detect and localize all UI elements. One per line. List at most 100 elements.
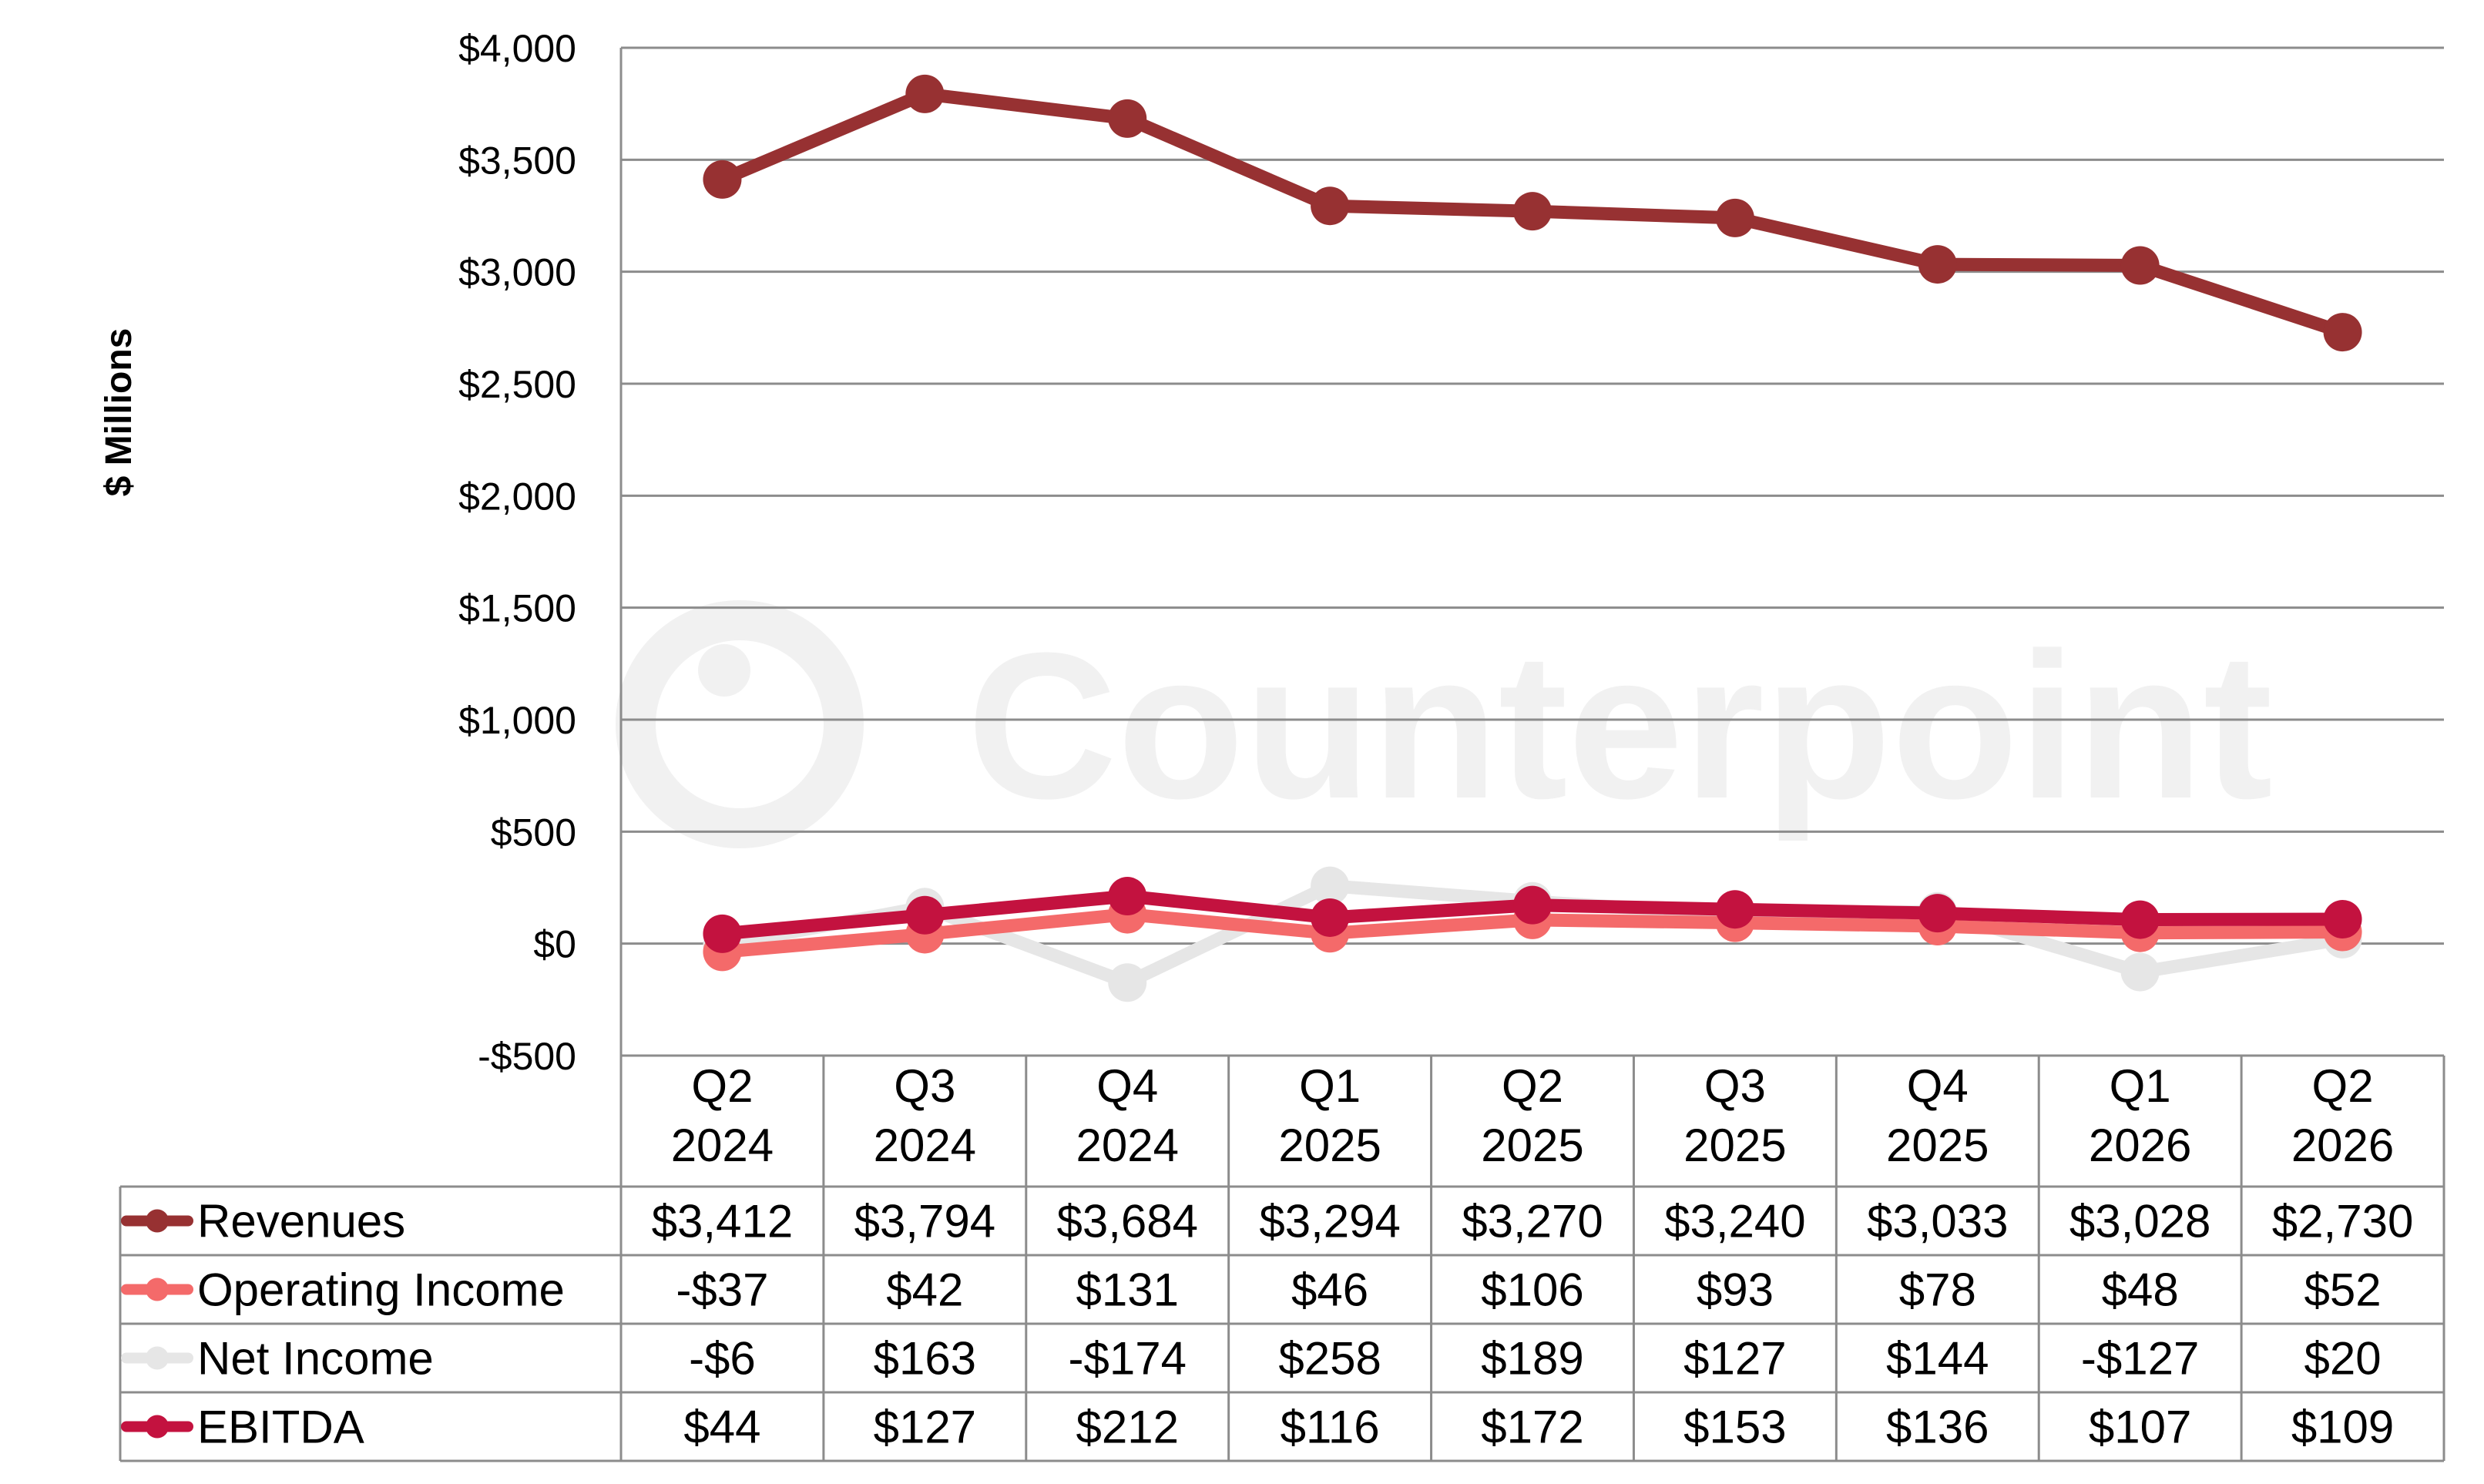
table-cell-value: $163 [874,1333,976,1385]
x-tick-label-quarter: Q1 [1299,1060,1361,1112]
table-cell-value: $212 [1076,1402,1178,1453]
y-tick-label: -$500 [478,1035,576,1078]
legend-label: Net Income [197,1333,434,1385]
y-axis: -$500 $0 $500 $1,000 $1,500 $2,000 $2,500 $3,00… [458,27,576,1078]
y-tick-label: $0 [533,923,576,966]
x-tick-label-quarter: Q1 [2110,1060,2171,1112]
x-tick-label-year: 2026 [2089,1120,2191,1171]
y-tick-label: $1,500 [458,587,576,630]
table-cell-value: $3,240 [1664,1196,1806,1247]
watermark-logo-ring [616,600,864,848]
table-cell-value: $3,033 [1867,1196,2009,1247]
table-cell-value: $44 [683,1402,760,1453]
table-cell-value: $144 [1886,1333,1989,1385]
table-cell-value: $3,294 [1259,1196,1401,1247]
legend-label: Operating Income [197,1264,565,1316]
table-cell-value: -$174 [1068,1333,1186,1385]
x-tick-label-quarter: Q2 [1502,1060,1563,1112]
y-tick-label: $2,500 [458,363,576,406]
data-point [1918,245,1957,284]
x-tick-label-year: 2024 [671,1120,774,1171]
data-point [2323,313,2362,352]
watermark-text: Counterpoint [967,610,2273,843]
table-cell-value: $127 [874,1402,976,1453]
table-cell-value: $106 [1481,1264,1583,1316]
data-point [1715,198,1754,237]
x-tick-label-year: 2024 [874,1120,976,1171]
table-cell-value: -$6 [689,1333,756,1385]
grid [619,46,2444,1057]
table-cell-value: $3,684 [1056,1196,1198,1247]
table-cell-value: $78 [1899,1264,1976,1316]
table-cell-value: $189 [1481,1333,1583,1385]
table-cell-value: $3,412 [652,1196,794,1247]
data-point [1311,898,1350,937]
data-point [1715,890,1754,929]
table-cell-value: $2,730 [2272,1196,2414,1247]
data-point [703,159,742,199]
y-tick-label: $3,500 [458,139,576,182]
table-cell-value: $116 [1281,1402,1380,1453]
table-cell-value: $109 [2291,1402,2394,1453]
y-tick-label: $1,000 [458,699,576,742]
table-cell-value: $3,794 [854,1196,996,1247]
table-cell-value: $48 [2102,1264,2179,1316]
x-tick-label-year: 2025 [1886,1120,1989,1171]
y-axis-label: $ Millions [99,328,139,497]
data-point [1108,877,1147,916]
table-cell-value: $172 [1481,1402,1583,1453]
table-cell-value: $46 [1291,1264,1368,1316]
x-tick-label-year: 2026 [2291,1120,2394,1171]
x-tick-label-quarter: Q2 [2312,1060,2374,1112]
data-point [703,914,742,953]
legend-marker [146,1415,169,1439]
table-cell-value: $3,028 [2069,1196,2211,1247]
data-point [1311,866,1350,905]
legend-label: EBITDA [197,1402,364,1453]
data-point [1108,963,1147,1002]
table-cell-value: $136 [1886,1402,1989,1453]
x-tick-label-year: 2024 [1076,1120,1178,1171]
table-cell-value: $258 [1278,1333,1381,1385]
data-point [2120,900,2160,939]
x-tick-label-year: 2025 [1278,1120,1381,1171]
table-cell-value: $42 [886,1264,963,1316]
table-cell-value: $153 [1683,1402,1786,1453]
data-table: Q2 2024 Q3 2024 Q4 2024 Q1 2025 Q2 2025 Q3 2025 Q4 20… [119,1056,2445,1462]
y-tick-label: $500 [491,811,576,854]
x-tick-label-quarter: Q2 [691,1060,753,1112]
y-tick-label: $4,000 [458,27,576,70]
table-cell-value: -$127 [2081,1333,2199,1385]
y-tick-label: $3,000 [458,251,576,294]
data-point [905,895,945,935]
x-tick-label-quarter: Q4 [1096,1060,1158,1112]
data-point [1311,186,1350,226]
legend-marker [146,1209,169,1233]
data-point [1513,885,1552,925]
x-tick-label-quarter: Q3 [1704,1060,1766,1112]
data-point [2120,246,2160,285]
data-point [1918,894,1957,933]
x-tick-label-quarter: Q4 [1907,1060,1969,1112]
legend-label: Revenues [197,1196,405,1247]
table-cell-value: -$37 [676,1264,768,1316]
x-tick-label-quarter: Q3 [894,1060,955,1112]
table-cell-value: $93 [1697,1264,1774,1316]
data-point [2323,899,2362,938]
table-cell-value: $52 [2304,1264,2382,1316]
table-cell-value: $20 [2304,1333,2382,1385]
y-tick-label: $2,000 [458,475,576,518]
table-cell-value: $127 [1683,1333,1786,1385]
series-lines [703,74,2362,1002]
data-point [2120,952,2160,992]
table-cell-value: $131 [1076,1264,1178,1316]
legend-marker [146,1346,169,1370]
data-point [905,74,945,113]
table-cell-value: $107 [2089,1402,2191,1453]
data-point [1108,99,1147,138]
x-tick-label-year: 2025 [1683,1120,1786,1171]
table-cell-value: $3,270 [1462,1196,1603,1247]
x-tick-label-year: 2025 [1481,1120,1583,1171]
watermark-logo-dot [698,644,750,697]
